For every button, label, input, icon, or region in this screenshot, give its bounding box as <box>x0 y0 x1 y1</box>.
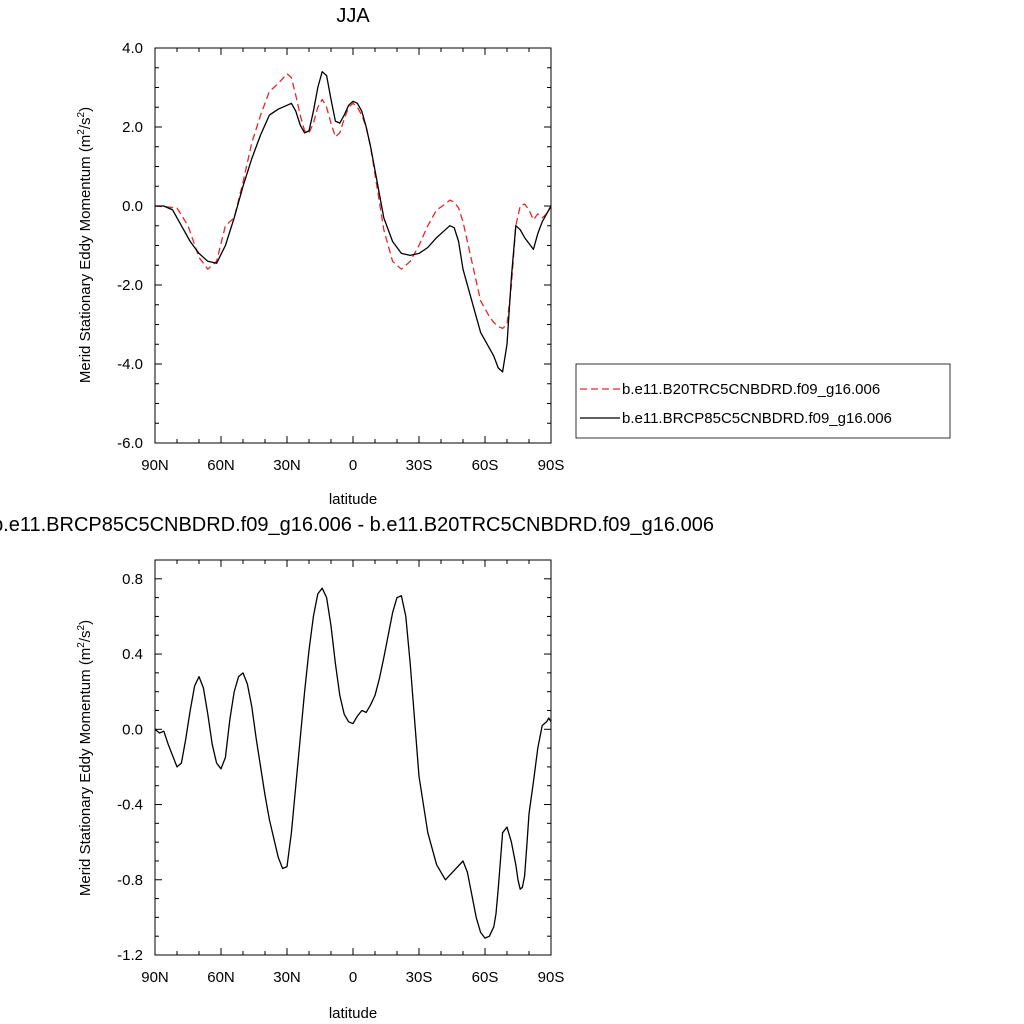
top-y-axis-label: Merid Stationary Eddy Momentum (m2/s2) <box>76 107 94 383</box>
bottom-x-tick-label: 60S <box>472 969 499 986</box>
bottom-x-tick-label: 90N <box>141 969 169 986</box>
bottom-y-tick-label: -0.8 <box>117 872 143 889</box>
top-y-tick-label: -6.0 <box>117 435 143 452</box>
top-plot-frame <box>154 47 552 444</box>
top-x-tick-label: 30N <box>273 457 301 474</box>
top-x-tick-label: 90S <box>538 457 565 474</box>
top-series-line-0 <box>154 73 552 330</box>
bottom-panel: b.e11.BRCP85C5CNBDRD.f09_g16.006 - b.e11… <box>0 514 714 1022</box>
bottom-y-axis-label: Merid Stationary Eddy Momentum (m2/s2) <box>76 620 94 896</box>
top-x-tick-label: 30S <box>406 457 433 474</box>
bottom-series-line-0 <box>154 587 552 939</box>
bottom-x-axis-label: latitude <box>329 1005 377 1022</box>
bottom-y-tick-label: 0.8 <box>122 571 143 588</box>
bottom-x-tick-label: 30S <box>406 969 433 986</box>
top-y-tick-label: 4.0 <box>122 40 143 57</box>
legend: b.e11.B20TRC5CNBDRD.f09_g16.006 b.e11.BR… <box>575 363 951 439</box>
bottom-x-tick-label: 90S <box>538 969 565 986</box>
bottom-y-tick-label: -0.4 <box>117 797 143 814</box>
top-y-tick-label: 0.0 <box>122 198 143 215</box>
top-panel: JJA 90N 60N 30N 0 30S 60S 90S -6.0 -4.0 -2.0 0.0 2.… <box>76 5 951 508</box>
legend-label-rcp85: b.e11.BRCP85C5CNBDRD.f09_g16.006 <box>622 410 892 427</box>
legend-box <box>575 363 951 439</box>
bottom-y-tick-label: 0.0 <box>122 721 143 738</box>
bottom-x-tick-label: 60N <box>207 969 235 986</box>
legend-label-historical: b.e11.B20TRC5CNBDRD.f09_g16.006 <box>622 381 880 398</box>
bottom-plot-frame <box>154 559 552 956</box>
top-series-layer <box>154 71 552 373</box>
top-y-tick-label: -4.0 <box>117 356 143 373</box>
bottom-y-axis-label-main: Merid Stationary Eddy Momentum (m <box>77 648 94 896</box>
top-x-axis-label: latitude <box>329 491 377 508</box>
top-x-tick-label: 60S <box>472 457 499 474</box>
bottom-axis-ticks: 90N 60N 30N 0 30S 60S 90S -1.2 -0.8 -0.4 0.0 0.4 0.8 <box>117 559 565 986</box>
top-chart-title: JJA <box>336 5 370 27</box>
top-x-tick-label: 60N <box>207 457 235 474</box>
top-y-tick-label: -2.0 <box>117 277 143 294</box>
bottom-x-tick-label: 0 <box>349 969 357 986</box>
top-y-tick-label: 2.0 <box>122 119 143 136</box>
bottom-y-tick-label: -1.2 <box>117 947 143 964</box>
top-series-line-1 <box>155 71 552 373</box>
top-x-tick-label: 0 <box>349 457 357 474</box>
bottom-series-layer <box>154 587 552 939</box>
top-axis-ticks: 90N 60N 30N 0 30S 60S 90S -6.0 -4.0 -2.0 0.0 2.0 4.0 <box>117 40 564 474</box>
bottom-chart-title: b.e11.BRCP85C5CNBDRD.f09_g16.006 - b.e11… <box>0 514 714 536</box>
top-x-tick-label: 90N <box>141 457 169 474</box>
bottom-y-tick-label: 0.4 <box>122 646 143 663</box>
top-y-axis-label-main: Merid Stationary Eddy Momentum (m <box>77 135 94 383</box>
bottom-x-tick-label: 30N <box>273 969 301 986</box>
